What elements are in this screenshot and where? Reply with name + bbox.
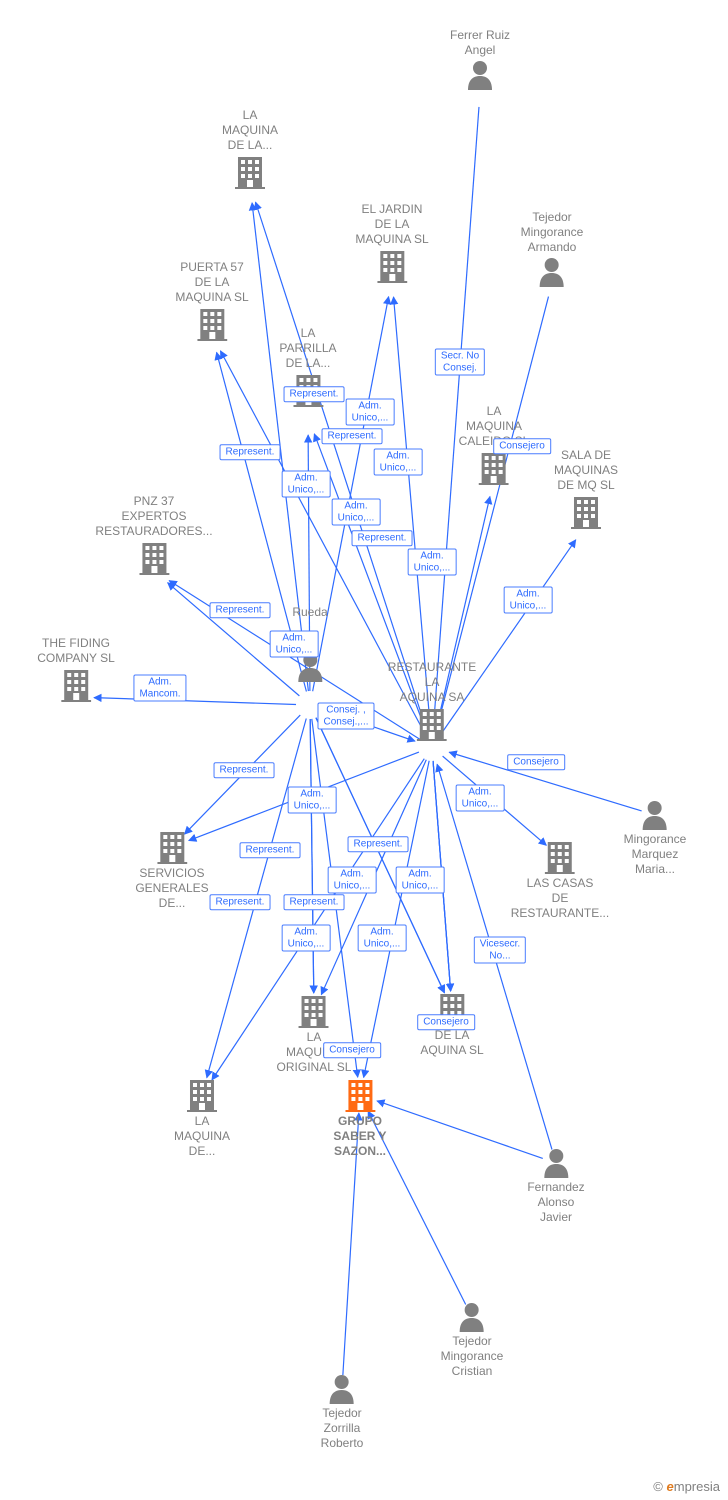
edge [207,718,306,1077]
edge [435,497,490,734]
edge [94,698,296,705]
edge [433,761,451,991]
edge [256,202,428,734]
edge [312,719,358,1077]
edge [217,352,307,691]
edge [212,759,424,1080]
edge [368,1111,466,1304]
edge [443,756,547,845]
edge [377,1101,543,1159]
edge [169,581,420,740]
brand-rest: mpresia [674,1479,720,1494]
edge [321,760,426,995]
edge [185,715,301,834]
copyright: © empresia [653,1479,720,1494]
edge [313,297,389,692]
brand-letter: e [667,1479,674,1494]
edge [168,583,300,696]
edge [308,435,310,691]
edge [316,718,444,993]
edge [437,764,552,1149]
edge [437,297,549,730]
edge [252,203,308,691]
edge [343,1113,359,1375]
edge [314,434,427,734]
edge [394,297,431,733]
edge [310,719,314,993]
edge [189,752,419,841]
edge [433,107,479,729]
graph-canvas [0,0,728,1500]
edge [364,761,430,1078]
edge [323,710,415,742]
copyright-symbol: © [653,1479,663,1494]
edge [449,752,641,811]
